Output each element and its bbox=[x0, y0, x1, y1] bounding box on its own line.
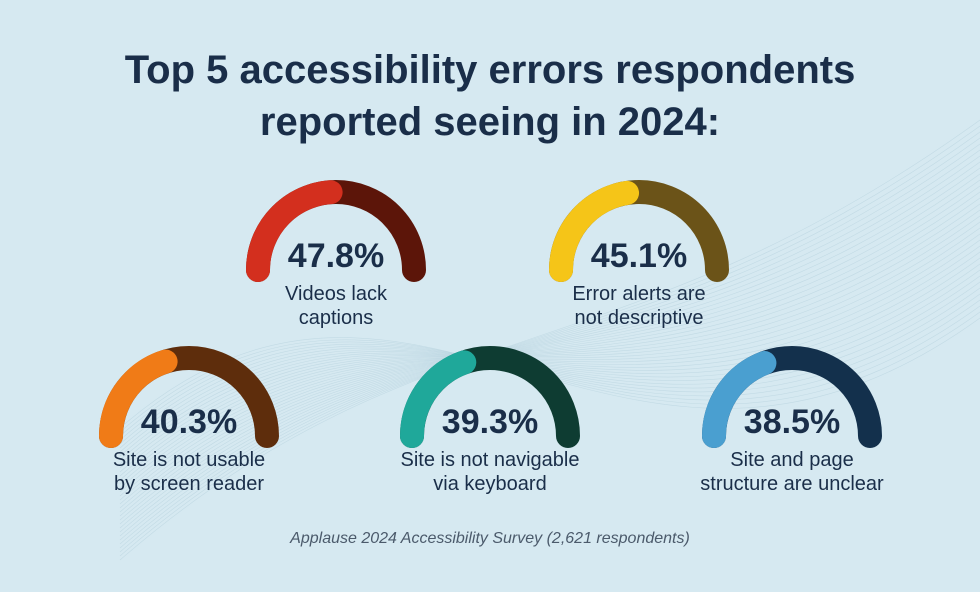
gauge-label-line: Site is not navigable bbox=[400, 449, 580, 471]
gauge-keyboard: 39.3% Site is not navigable via keyboard bbox=[370, 346, 610, 546]
background-wave-line bbox=[119, 149, 980, 541]
gauge-label-line: Site is not usable bbox=[112, 449, 266, 471]
gauge-arc bbox=[549, 180, 729, 282]
gauge-value: 39.3% bbox=[441, 403, 539, 441]
background-wave-line bbox=[119, 179, 980, 521]
background-wave-line bbox=[119, 131, 980, 553]
gauge-label-line: captions bbox=[298, 307, 374, 329]
gauge-page-structure: 38.5% Site and page structure are unclea… bbox=[672, 346, 912, 546]
gauge-fill bbox=[702, 351, 777, 448]
gauge-label: Site is not navigable via keyboard bbox=[370, 448, 610, 496]
background-wave-line bbox=[119, 203, 980, 505]
background-wave-line bbox=[119, 185, 980, 517]
gauge-fill bbox=[246, 180, 343, 282]
title-line-2: reported seeing in 2024: bbox=[259, 100, 721, 144]
gauge-fill bbox=[549, 180, 640, 282]
gauge-label: Error alerts are not descriptive bbox=[519, 282, 759, 330]
gauge-arc bbox=[99, 346, 279, 448]
background-wave-line bbox=[119, 197, 980, 509]
gauge-value: 38.5% bbox=[743, 403, 841, 441]
title-line-1: Top 5 accessibility errors respondents bbox=[124, 48, 856, 92]
gauge-label-line: Videos lack bbox=[285, 283, 387, 305]
gauge-label-line: structure are unclear bbox=[700, 473, 884, 495]
gauge-label-line: not descriptive bbox=[574, 307, 704, 329]
gauge-arc bbox=[400, 346, 580, 448]
chart-title: Top 5 accessibility errors respondents r… bbox=[0, 44, 980, 148]
background-wave-line bbox=[119, 191, 980, 513]
background-wave-line bbox=[119, 143, 980, 545]
background-wave-line bbox=[119, 167, 980, 529]
gauge-label-line: Site and page bbox=[730, 449, 854, 471]
gauge-arc bbox=[702, 346, 882, 448]
gauge-videos-captions: 47.8% Videos lack captions bbox=[216, 180, 456, 380]
background-wave-line bbox=[119, 161, 980, 533]
gauge-fill bbox=[99, 349, 178, 448]
gauge-error-alerts: 45.1% Error alerts are not descriptive bbox=[519, 180, 759, 380]
gauge-screen-reader: 40.3% Site is not usable by screen reade… bbox=[69, 346, 309, 546]
gauge-value: 45.1% bbox=[590, 237, 688, 275]
gauge-label: Site and page structure are unclear bbox=[672, 448, 912, 496]
gauge-fill bbox=[400, 350, 477, 448]
source-note: Applause 2024 Accessibility Survey (2,62… bbox=[290, 530, 690, 547]
background-wave-line bbox=[119, 119, 980, 561]
background-wave-line bbox=[119, 125, 980, 557]
gauge-value: 47.8% bbox=[287, 237, 385, 275]
gauge-label: Site is not usable by screen reader bbox=[69, 448, 309, 496]
gauge-label-line: Error alerts are bbox=[572, 283, 706, 305]
background-wave-line bbox=[119, 155, 980, 537]
gauge-label: Videos lack captions bbox=[216, 282, 456, 330]
background-wave-line bbox=[119, 137, 980, 549]
gauge-label-line: via keyboard bbox=[433, 473, 547, 495]
gauge-label-line: by screen reader bbox=[113, 473, 265, 495]
gauge-arc bbox=[246, 180, 426, 282]
gauge-value: 40.3% bbox=[140, 403, 238, 441]
background-wave-line bbox=[119, 173, 980, 525]
